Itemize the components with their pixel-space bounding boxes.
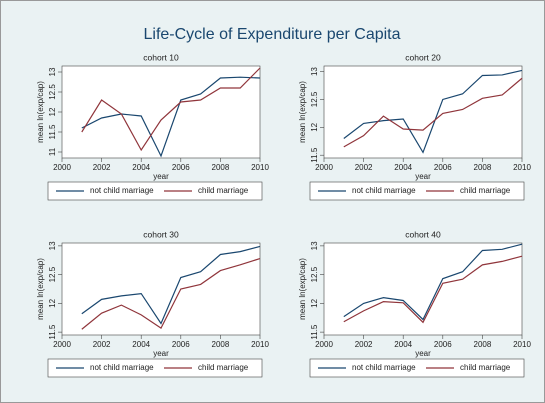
- y-tick-label: 11.5: [48, 324, 57, 340]
- y-axis-label: mean ln(exp/cap): [298, 258, 307, 320]
- chart-title: Life-Cycle of Expenditure per Capita: [143, 26, 400, 43]
- y-tick-label: 11: [48, 147, 57, 156]
- x-tick-label: 2004: [394, 163, 412, 172]
- x-tick-label: 2000: [315, 340, 333, 349]
- x-tick-label: 2004: [132, 163, 150, 172]
- x-tick-label: 2008: [212, 163, 230, 172]
- x-tick-label: 2010: [251, 340, 269, 349]
- y-tick-label: 12: [310, 298, 319, 307]
- x-tick-label: 2010: [513, 340, 531, 349]
- x-tick-label: 2008: [474, 163, 492, 172]
- line: [343, 69, 523, 154]
- line: [81, 257, 261, 330]
- x-tick-label: 2002: [93, 163, 111, 172]
- x-axis-label: year: [153, 349, 169, 358]
- panel-title: cohort 20: [405, 52, 441, 62]
- y-tick-label: 13: [48, 67, 57, 76]
- y-axis-label: mean ln(exp/cap): [298, 81, 307, 143]
- legend-label: child marriage: [460, 186, 511, 195]
- y-tick-label: 11.5: [310, 324, 319, 340]
- line: [343, 255, 523, 324]
- x-tick-label: 2000: [315, 163, 333, 172]
- x-tick-label: 2000: [53, 163, 71, 172]
- line: [81, 67, 261, 152]
- line: [81, 245, 261, 325]
- y-tick-label: 12.5: [48, 266, 57, 282]
- x-axis-label: year: [415, 349, 431, 358]
- x-tick-label: 2008: [474, 340, 492, 349]
- y-tick-label: 13: [310, 241, 319, 250]
- y-tick-label: 12.5: [48, 84, 57, 100]
- y-tick-label: 12.5: [310, 91, 319, 107]
- line: [343, 77, 523, 148]
- y-tick-label: 12: [48, 298, 57, 307]
- x-tick-label: 2010: [251, 163, 269, 172]
- legend: [47, 358, 263, 378]
- y-tick-label: 12: [48, 107, 57, 116]
- legend-label: not child marriage: [90, 186, 154, 195]
- panel-title: cohort 40: [405, 229, 441, 239]
- x-tick-label: 2002: [355, 163, 373, 172]
- legend-label: not child marriage: [90, 363, 154, 372]
- plot-area: [61, 242, 261, 336]
- x-tick-label: 2006: [172, 340, 190, 349]
- x-axis-label: year: [153, 172, 169, 181]
- legend-label: child marriage: [198, 186, 249, 195]
- x-axis-label: year: [415, 172, 431, 181]
- y-axis-label: mean ln(exp/cap): [36, 258, 45, 320]
- legend-label: child marriage: [460, 363, 511, 372]
- legend: [309, 358, 525, 378]
- line: [81, 76, 261, 158]
- line: [343, 243, 523, 321]
- y-tick-label: 11.5: [310, 147, 319, 163]
- x-tick-label: 2004: [132, 340, 150, 349]
- y-axis-label: mean ln(exp/cap): [36, 81, 45, 143]
- plot-area: [61, 65, 261, 159]
- legend: [47, 181, 263, 201]
- x-tick-label: 2006: [434, 163, 452, 172]
- legend-label: not child marriage: [352, 363, 416, 372]
- y-tick-label: 13: [310, 67, 319, 76]
- panel-title: cohort 30: [143, 229, 179, 239]
- plot-area: [323, 65, 523, 159]
- y-tick-label: 13: [48, 241, 57, 250]
- x-tick-label: 2006: [434, 340, 452, 349]
- legend: [309, 181, 525, 201]
- x-tick-label: 2002: [355, 340, 373, 349]
- x-tick-label: 2002: [93, 340, 111, 349]
- legend-label: not child marriage: [352, 186, 416, 195]
- y-tick-label: 11.5: [48, 124, 57, 140]
- x-tick-label: 2006: [172, 163, 190, 172]
- panel-title: cohort 10: [143, 52, 179, 62]
- y-tick-label: 12.5: [310, 266, 319, 282]
- legend-label: child marriage: [198, 363, 249, 372]
- x-tick-label: 2010: [513, 163, 531, 172]
- y-tick-label: 12: [310, 122, 319, 131]
- x-tick-label: 2000: [53, 340, 71, 349]
- x-tick-label: 2008: [212, 340, 230, 349]
- x-tick-label: 2004: [394, 340, 412, 349]
